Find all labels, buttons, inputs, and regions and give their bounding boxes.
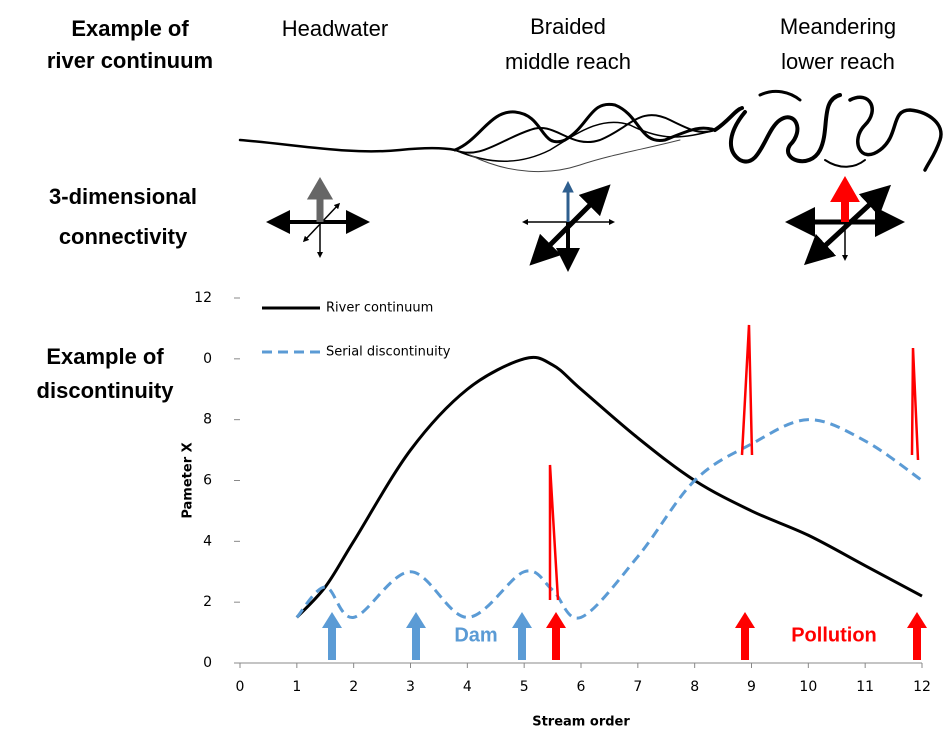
column-label: Meandering [780,14,896,39]
column-label: lower reach [781,49,895,74]
x-tick-label: 6 [577,679,586,695]
x-axis-label: Stream order [532,715,630,730]
series-line [295,418,923,620]
legend-label: River continuum [326,301,433,316]
y-tick-label: 0 [203,351,212,367]
y-tick-label: 2 [203,594,212,610]
x-tick-label: 2 [349,679,358,695]
column-label: Headwater [282,16,388,41]
x-tick-label: 9 [747,679,756,695]
pollution-arrows [546,612,927,660]
x-tick-label: 10 [799,679,817,695]
x-tick-label: 1 [292,679,301,695]
legend-label: Serial discontinuity [326,345,451,360]
annotation: Dam [454,624,497,646]
x-tick-label: 11 [856,679,874,695]
x-tick-label: 4 [463,679,472,695]
x-tick-label: 0 [236,679,245,695]
row-label: river continuum [47,48,213,73]
x-tick-label: 8 [690,679,699,695]
series-line [295,355,923,619]
y-tick-label: 4 [203,533,212,549]
y-tick-label: 12 [194,290,212,306]
x-tick-label: 12 [913,679,931,695]
annotation: Pollution [791,624,877,646]
row-label: 3-dimensional [49,184,197,209]
y-axis-label: Pameter X [181,442,196,518]
column-label: Braided [530,14,606,39]
row-label: connectivity [59,224,188,249]
y-tick-label: 6 [203,473,212,489]
y-tick-label: 8 [203,412,212,428]
row-label: Example of [71,16,189,41]
row-label: Example of [46,344,164,369]
y-tick-label: 0 [203,655,212,671]
river-sketch [238,89,943,172]
dam-arrows [322,612,532,660]
pollution-spikes [548,324,920,601]
x-tick-label: 7 [633,679,642,695]
x-tick-label: 5 [520,679,529,695]
connectivity-icon [266,175,905,272]
column-label: middle reach [505,49,631,74]
row-label: discontinuity [37,378,175,403]
x-tick-label: 3 [406,679,415,695]
